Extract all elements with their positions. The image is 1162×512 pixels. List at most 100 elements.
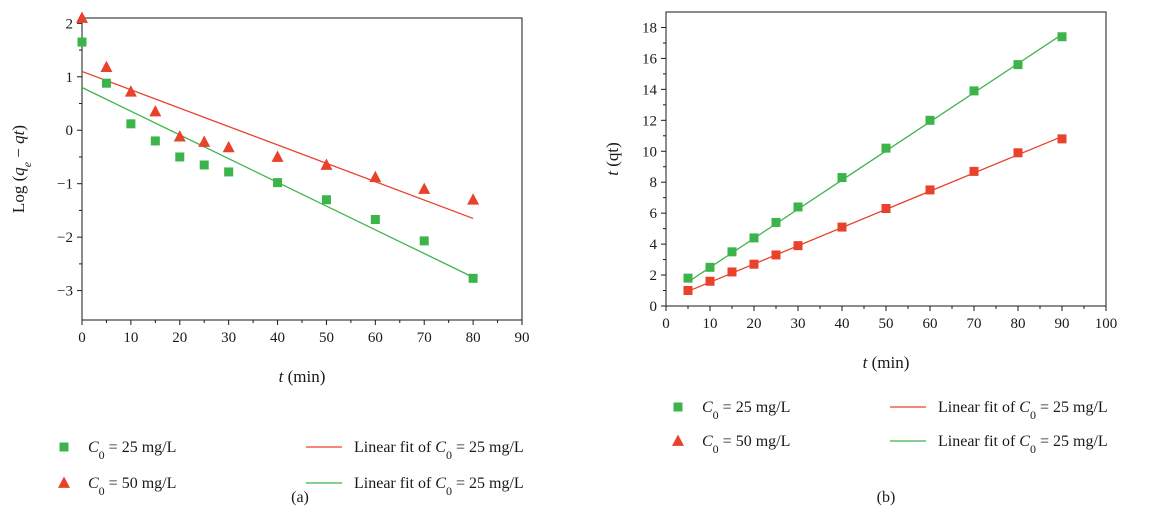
data-point (1057, 134, 1067, 144)
legend-marker (59, 442, 69, 452)
x-tick-label: 60 (368, 330, 383, 346)
data-point (837, 222, 847, 232)
data-point (683, 273, 693, 283)
legend-label: Linear fit of C0 = 25 mg/L (938, 433, 1108, 456)
fit-line-red (687, 135, 1063, 292)
chart-panel-a: 0 10 20 30 40 50 60 70 80 90 −3 −2 −1 0 1 2 t (min) Log (… (9, 11, 530, 506)
x-tick-label: 30 (221, 330, 236, 346)
data-point (418, 182, 431, 194)
legend-label: Linear fit of C0 = 25 mg/L (354, 439, 524, 462)
legend-item: Linear fit of C0 = 25 mg/L (306, 439, 524, 462)
x-axis-label: t (min) (863, 353, 910, 372)
y-tick-label: 0 (650, 299, 658, 315)
data-point (76, 11, 88, 23)
data-point (1013, 148, 1023, 158)
data-point (969, 86, 979, 96)
data-point (321, 195, 331, 205)
panel-caption: (b) (877, 489, 896, 506)
y-tick-label: 1 (66, 70, 74, 86)
data-point (1057, 32, 1067, 42)
y-tick-label: 14 (642, 82, 658, 98)
y-tick-label: 10 (642, 144, 657, 160)
legend-marker (58, 476, 70, 488)
x-tick-label: 10 (703, 316, 718, 332)
fit-line-red (81, 70, 474, 220)
legend-label: Linear fit of C0 = 25 mg/L (938, 399, 1108, 422)
data-point (749, 233, 759, 243)
data-point (925, 185, 935, 195)
y-tick-label: 16 (642, 51, 658, 67)
y-tick-label: 18 (642, 20, 657, 36)
legend-item: Linear fit of C0 = 25 mg/L (890, 433, 1108, 456)
legend-label: C0 = 25 mg/L (88, 439, 176, 462)
data-point (969, 166, 979, 176)
data-point (150, 136, 160, 146)
data-point (320, 158, 333, 170)
y-tick-label: −1 (57, 177, 73, 193)
data-point (881, 204, 891, 214)
data-point (793, 241, 803, 251)
x-tick-label: 10 (123, 330, 138, 346)
data-point (727, 267, 737, 277)
data-point (273, 178, 283, 188)
series-2 (683, 134, 1067, 296)
data-point (126, 119, 136, 129)
x-tick-label: 70 (967, 316, 982, 332)
data-point (705, 262, 715, 272)
x-tick-label: 0 (662, 316, 670, 332)
data-point (222, 140, 235, 153)
legend-label: C0 = 50 mg/L (702, 433, 790, 456)
data-point (1013, 60, 1023, 70)
data-point (370, 215, 380, 225)
fit-line-green (687, 33, 1063, 283)
x-tick-label: 90 (1055, 316, 1070, 332)
legend-label: C0 = 25 mg/L (702, 399, 790, 422)
y-tick-label: 2 (650, 268, 658, 284)
x-tick-label: 20 (172, 330, 187, 346)
x-tick-label: 20 (747, 316, 762, 332)
y-tick-label: −3 (57, 284, 73, 300)
legend-marker (672, 434, 684, 446)
data-point (727, 247, 737, 257)
x-tick-label: 0 (78, 330, 86, 346)
y-axis-label: Log (qe − qt) (9, 125, 34, 213)
data-point (369, 170, 382, 183)
legend-marker (673, 402, 683, 412)
data-point (793, 202, 803, 212)
y-tick-label: 8 (650, 175, 658, 191)
x-tick-label: 40 (835, 316, 850, 332)
legend-item: C0 = 25 mg/L (673, 399, 790, 422)
data-point (101, 78, 111, 88)
panel-caption: (a) (291, 489, 309, 506)
x-tick-label: 50 (879, 316, 894, 332)
legend-item: Linear fit of C0 = 25 mg/L (890, 399, 1108, 422)
legend-item: Linear fit of C0 = 25 mg/L (306, 475, 524, 498)
data-point (467, 193, 480, 205)
legend: C0 = 25 mg/L Linear fit of C0 = 25 mg/L C0… (672, 399, 1108, 456)
legend-label: Linear fit of C0 = 25 mg/L (354, 475, 524, 498)
data-point (771, 217, 781, 227)
data-point (124, 85, 137, 97)
legend-label: C0 = 50 mg/L (88, 475, 176, 498)
x-tick-label: 80 (466, 330, 481, 346)
data-point (771, 250, 781, 260)
x-tick-label: 90 (515, 330, 530, 346)
data-point (271, 150, 284, 162)
series-1 (77, 37, 478, 283)
data-point (199, 160, 209, 170)
y-axis-label: t (qt) (603, 142, 622, 176)
x-tick-label: 70 (417, 330, 432, 346)
y-tick-label: 0 (66, 123, 74, 139)
x-tick-label: 30 (791, 316, 806, 332)
data-point (881, 143, 891, 153)
data-point (149, 105, 162, 117)
series-2 (76, 11, 480, 205)
data-point (100, 60, 113, 73)
data-point (468, 273, 478, 283)
data-point (419, 236, 429, 246)
x-tick-label: 40 (270, 330, 285, 346)
data-point (224, 167, 234, 177)
y-tick-label: 2 (66, 16, 74, 32)
data-point (198, 135, 211, 147)
